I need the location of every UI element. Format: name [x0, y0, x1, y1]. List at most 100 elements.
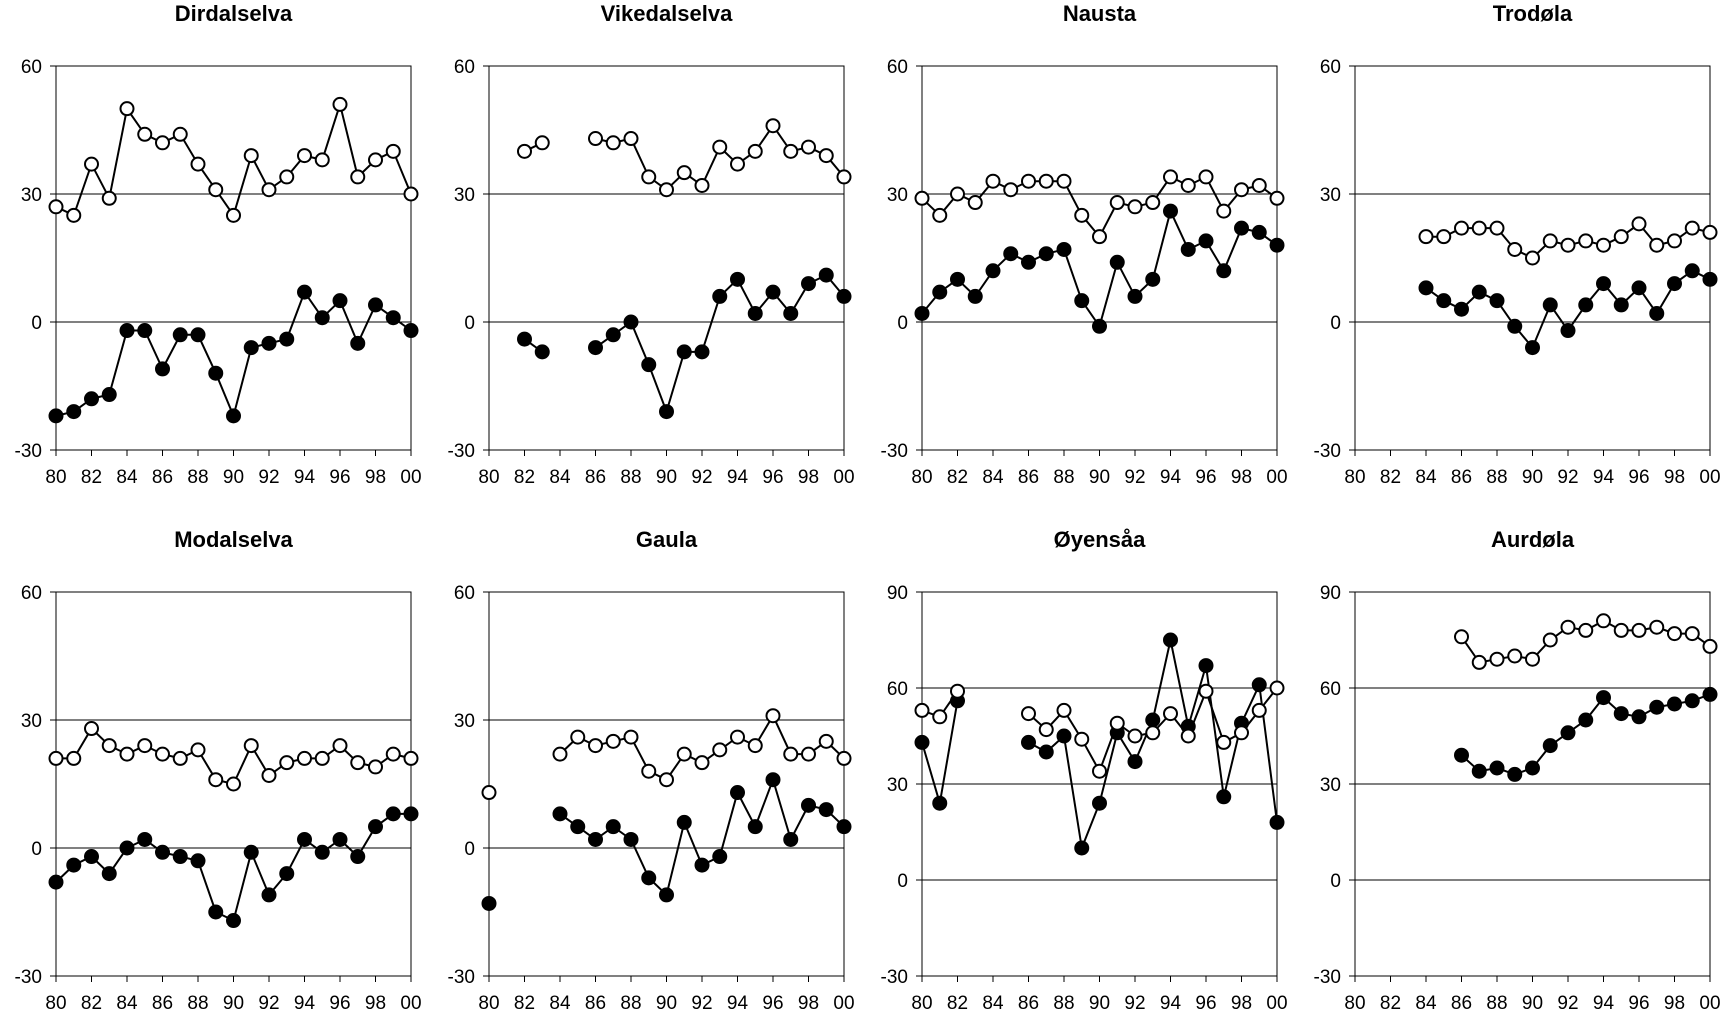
panel-5-filled-point	[172, 849, 188, 865]
panel-4-filled-point	[1649, 305, 1665, 321]
panel-1-filled-point	[172, 327, 188, 343]
panel-8-open-point	[1507, 648, 1523, 664]
panel-6-open-point	[605, 733, 621, 749]
panel-4-filled-point	[1489, 293, 1505, 309]
panel-7-open-point	[1127, 728, 1143, 744]
panel-1-filled-point	[190, 327, 206, 343]
panel-4-open-point	[1489, 220, 1505, 236]
panel-3-open-point	[1163, 169, 1178, 185]
panel-8-open-point	[1525, 651, 1540, 667]
panel-8-y-tick-label: 30	[1320, 775, 1341, 796]
panel-1-open-point	[261, 182, 277, 198]
panel-1-filled-point	[155, 361, 170, 377]
panel-5-filled-point	[48, 874, 64, 890]
panel-1-x-tick-label: 98	[365, 467, 386, 488]
panel-5-open-point	[243, 738, 259, 754]
panel-5-open-point	[332, 738, 348, 754]
panel-8-x-tick-label: 96	[1628, 993, 1649, 1014]
panel-5-open-point	[84, 721, 99, 737]
panel-3-open-point	[1109, 195, 1125, 211]
panel-1-open-point	[279, 169, 295, 185]
panel-3-filled-point	[932, 284, 948, 300]
panel-4-open-point	[1542, 233, 1558, 249]
panel-1-filled-point	[279, 331, 295, 347]
panel-3-title: Nausta	[1063, 1, 1137, 26]
panel-6-filled-point	[481, 895, 497, 911]
panel-5-x-tick-label: 92	[258, 993, 279, 1014]
panel-1-x-tick-label: 00	[400, 467, 421, 488]
panel-3-x-tick-label: 86	[1018, 467, 1039, 488]
panel-8-filled-point	[1525, 760, 1540, 776]
panel-2-plot-frame	[488, 65, 845, 451]
panel-3-x-tick-label: 94	[1160, 467, 1182, 488]
panel-6-filled-point	[818, 802, 834, 818]
panel-4-x-tick-label: 80	[1344, 467, 1365, 488]
panel-8-title: Aurdøla	[1491, 527, 1575, 552]
panel-8-y-tick-label: 0	[1330, 871, 1341, 892]
panel-1-filled-point	[101, 387, 117, 403]
panel-7-filled-point	[1074, 840, 1090, 856]
panel-7-filled-point	[914, 734, 930, 750]
panel-4-filled-point	[1613, 297, 1629, 313]
panel-1-y-tick-label: 0	[31, 313, 42, 334]
panel-3-filled-point	[950, 271, 965, 287]
panel-5-filled-point	[243, 844, 259, 860]
panel-5-x-tick-label: 88	[187, 993, 208, 1014]
panel-4-open-point	[1560, 237, 1576, 253]
panel-3-open-point	[1145, 195, 1161, 211]
panel-3-x-tick-label: 90	[1089, 467, 1110, 488]
panel-5-y-tick-label: 0	[31, 839, 42, 860]
panel-3-open-point	[1056, 173, 1072, 189]
panel-4-open-point	[1702, 224, 1718, 240]
panel-6-filled-point	[641, 870, 657, 886]
panel-2-open-point	[783, 143, 799, 159]
panel-8-x-tick-label: 88	[1486, 993, 1507, 1014]
panel-2-y-tick-label: -30	[448, 441, 475, 462]
panel-3-filled-point	[967, 288, 983, 304]
panel-6-open-point	[818, 733, 834, 749]
panel-1-open-point	[155, 135, 170, 151]
panel-6-open-point	[712, 742, 728, 758]
panel-5-open-point	[279, 755, 295, 771]
panel-6-open-point	[836, 750, 852, 766]
panel-7-open-point	[1163, 706, 1178, 722]
panel-4-open-point	[1418, 229, 1434, 245]
panel-6-x-tick-label: 98	[798, 993, 819, 1014]
panel-3-open-point	[1074, 207, 1090, 223]
panel-2-filled-point	[623, 314, 639, 330]
panel-3-filled-point	[1056, 241, 1072, 257]
panel-1-filled-point	[48, 408, 64, 424]
panel-3-filled-point	[985, 263, 1001, 279]
panel-3-filled-point	[914, 305, 930, 321]
panel-1-open-point	[119, 101, 135, 117]
panel-3-open-point	[914, 190, 930, 206]
panel-4-open-point	[1684, 220, 1700, 236]
panel-1-open-point	[208, 182, 224, 198]
panel-8-filled-point	[1560, 725, 1576, 741]
panel-6-y-tick-label: 60	[454, 583, 475, 604]
panel-6-filled-point	[588, 831, 603, 847]
panel-5-y-tick-label: -30	[15, 967, 42, 988]
panel-6-y-tick-label: 0	[464, 839, 475, 860]
panel-8-open-point	[1454, 629, 1469, 645]
panel-6-title: Gaula	[636, 527, 698, 552]
panel-1-x-tick-label: 92	[258, 467, 279, 488]
panel-7-filled-point	[1021, 734, 1036, 750]
panel-2-open-point	[659, 182, 674, 198]
panel-4-x-tick-label: 90	[1522, 467, 1543, 488]
panel-2-y-tick-label: 0	[464, 313, 475, 334]
panel-4-x-tick-label: 00	[1699, 467, 1720, 488]
panel-7-open-point	[1198, 683, 1214, 699]
panel-6-filled-point	[659, 887, 674, 903]
panel-1-x-tick-label: 96	[329, 467, 350, 488]
panel-5-open-point	[350, 755, 366, 771]
panel-7-open-point	[1251, 702, 1267, 718]
panel-5-filled-point	[297, 831, 312, 847]
panel-8-y-tick-label: 60	[1320, 679, 1341, 700]
panel-7-x-tick-label: 80	[911, 993, 932, 1014]
panel-5-x-tick-label: 82	[81, 993, 102, 1014]
panel-7-filled-point	[932, 795, 948, 811]
panel-7-open-point	[1109, 715, 1125, 731]
panel-3-x-tick-label: 98	[1231, 467, 1252, 488]
panel-6-filled-point	[623, 831, 639, 847]
